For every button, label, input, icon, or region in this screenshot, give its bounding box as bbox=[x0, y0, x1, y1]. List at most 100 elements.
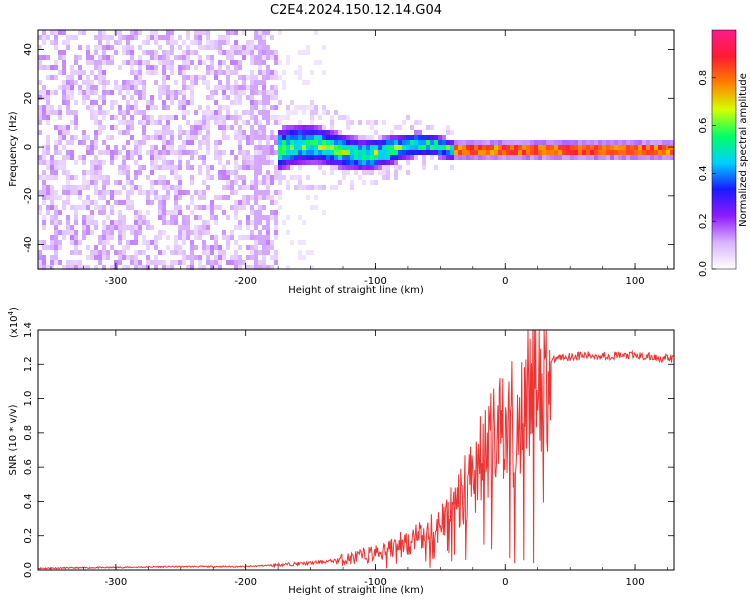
heatmap-cell bbox=[122, 245, 126, 250]
heatmap-cell bbox=[302, 155, 306, 160]
heatmap-cell bbox=[178, 210, 182, 215]
heatmap-cell bbox=[182, 215, 186, 220]
heatmap-cell bbox=[242, 260, 246, 265]
heatmap-cell bbox=[126, 180, 130, 185]
heatmap-cell bbox=[422, 150, 426, 155]
heatmap-cell bbox=[166, 85, 170, 90]
heatmap-cell bbox=[254, 30, 258, 35]
heatmap-cell bbox=[310, 100, 314, 105]
heatmap-cell bbox=[166, 130, 170, 135]
heatmap-cell bbox=[122, 165, 126, 170]
heatmap-cell bbox=[242, 50, 246, 55]
heatmap-cell bbox=[390, 145, 394, 150]
heatmap-cell bbox=[170, 30, 174, 35]
heatmap-cell bbox=[418, 150, 422, 155]
heatmap-cell bbox=[166, 30, 170, 35]
heatmap-cell bbox=[146, 115, 150, 120]
heatmap-cell bbox=[166, 145, 170, 150]
heatmap-cell bbox=[82, 220, 86, 225]
heatmap-cell bbox=[590, 155, 594, 160]
heatmap-cell bbox=[54, 75, 58, 80]
heatmap-cell bbox=[338, 145, 342, 150]
heatmap-cell bbox=[326, 130, 330, 135]
heatmap-cell bbox=[302, 130, 306, 135]
heatmap-cell bbox=[258, 215, 262, 220]
heatmap-cell bbox=[230, 115, 234, 120]
heatmap-cell bbox=[422, 165, 426, 170]
heatmap-cell bbox=[218, 35, 222, 40]
heatmap-cell bbox=[74, 215, 78, 220]
heatmap-cell bbox=[654, 155, 658, 160]
heatmap-cell bbox=[250, 130, 254, 135]
heatmap-cell bbox=[342, 145, 346, 150]
heatmap-cell bbox=[294, 175, 298, 180]
heatmap-cell bbox=[94, 115, 98, 120]
heatmap-cell bbox=[82, 70, 86, 75]
heatmap-cell bbox=[482, 140, 486, 145]
heatmap-cell bbox=[230, 100, 234, 105]
heatmap-cell bbox=[502, 155, 506, 160]
heatmap-cell bbox=[282, 160, 286, 165]
heatmap-cell bbox=[46, 150, 50, 155]
heatmap-cell bbox=[126, 265, 130, 270]
heatmap-cell bbox=[146, 260, 150, 265]
heatmap-cell bbox=[70, 65, 74, 70]
heatmap-cell bbox=[306, 45, 310, 50]
heatmap-cell bbox=[166, 55, 170, 60]
heatmap-cell bbox=[370, 140, 374, 145]
heatmap-cell bbox=[50, 165, 54, 170]
heatmap-cell bbox=[146, 255, 150, 260]
heatmap-cell bbox=[158, 235, 162, 240]
heatmap-cell bbox=[198, 145, 202, 150]
heatmap-cell bbox=[54, 90, 58, 95]
heatmap-cell bbox=[130, 230, 134, 235]
heatmap-cell bbox=[238, 225, 242, 230]
heatmap-cell bbox=[330, 150, 334, 155]
heatmap-cell bbox=[666, 145, 670, 150]
heatmap-cell bbox=[226, 115, 230, 120]
heatmap-cell bbox=[214, 70, 218, 75]
heatmap-cell bbox=[374, 140, 378, 145]
heatmap-cell bbox=[306, 80, 310, 85]
heatmap-cell bbox=[190, 95, 194, 100]
heatmap-cell bbox=[234, 70, 238, 75]
heatmap-cell bbox=[222, 70, 226, 75]
heatmap-cell bbox=[250, 50, 254, 55]
heatmap-cell bbox=[270, 175, 274, 180]
heatmap-cell bbox=[258, 55, 262, 60]
heatmap-cell bbox=[138, 210, 142, 215]
heatmap-cell bbox=[226, 105, 230, 110]
heatmap-cell bbox=[514, 155, 518, 160]
heatmap-cell bbox=[186, 265, 190, 270]
heatmap-cell bbox=[142, 115, 146, 120]
heatmap-cell bbox=[286, 125, 290, 130]
heatmap-cell bbox=[86, 230, 90, 235]
heatmap-cell bbox=[246, 200, 250, 205]
heatmap-cell bbox=[574, 150, 578, 155]
heatmap-cell bbox=[302, 150, 306, 155]
heatmap-cell bbox=[142, 165, 146, 170]
heatmap-cell bbox=[202, 230, 206, 235]
heatmap-cell bbox=[214, 255, 218, 260]
heatmap-cell bbox=[158, 120, 162, 125]
heatmap-cell bbox=[150, 35, 154, 40]
heatmap-cell bbox=[126, 105, 130, 110]
heatmap-cell bbox=[126, 240, 130, 245]
heatmap-cell bbox=[146, 65, 150, 70]
heatmap-cell bbox=[54, 175, 58, 180]
heatmap-cell bbox=[162, 220, 166, 225]
heatmap-cell bbox=[242, 150, 246, 155]
heatmap-cell bbox=[154, 255, 158, 260]
heatmap-cell bbox=[150, 100, 154, 105]
heatmap-cell bbox=[98, 30, 102, 35]
heatmap-cell bbox=[126, 120, 130, 125]
heatmap-cell bbox=[126, 90, 130, 95]
heatmap-cell bbox=[286, 180, 290, 185]
snr-panel: -300 -200 -100 0 100 0.00.20.40.60.81.01.21.… bbox=[7, 307, 675, 596]
heatmap-cell bbox=[238, 150, 242, 155]
heatmap-cell bbox=[86, 220, 90, 225]
heatmap-cell bbox=[42, 35, 46, 40]
heatmap-cell bbox=[250, 155, 254, 160]
heatmap-cell bbox=[142, 90, 146, 95]
heatmap-cell bbox=[90, 180, 94, 185]
